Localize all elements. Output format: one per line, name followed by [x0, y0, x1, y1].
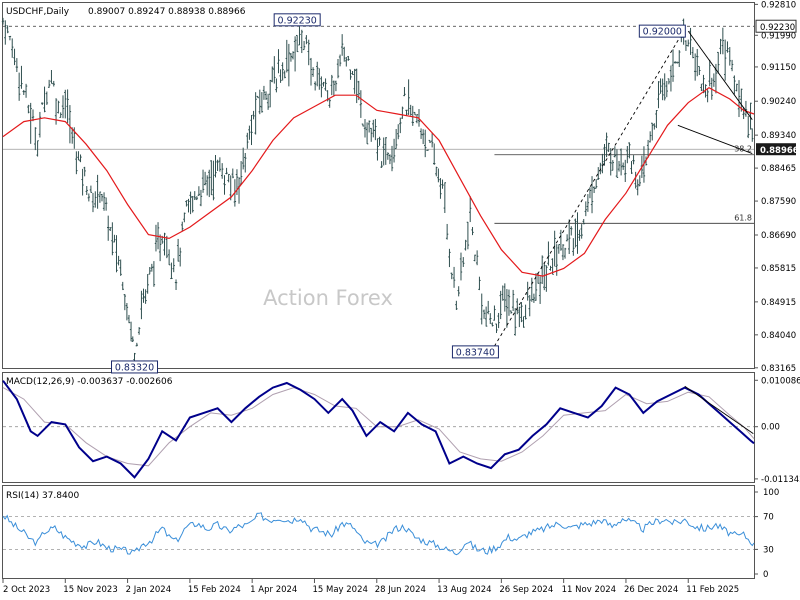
macd-trendline — [684, 385, 754, 434]
instrument-title: USDCHF,Daily — [6, 7, 70, 17]
rsi-tick-label: 70 — [763, 513, 774, 523]
rsi-label: RSI(14) 37.8400 — [6, 491, 79, 501]
x-tick-label: 2 Oct 2023 — [3, 585, 50, 595]
price-bars — [1, 17, 754, 368]
macd-tick-label: 0.00 — [761, 423, 780, 433]
price-tick-label: 0.87590 — [761, 197, 796, 207]
price-callout-label: 0.83320 — [115, 362, 154, 373]
series-layer — [1, 17, 755, 556]
wedge-lower-trendline — [677, 124, 753, 155]
fib-level-label: 38.2 — [734, 145, 752, 154]
price-callout-label: 0.92230 — [278, 15, 317, 26]
price-tick-label: 0.84915 — [761, 298, 796, 308]
x-tick-label: 13 Aug 2024 — [437, 585, 491, 595]
current-price-box — [756, 143, 796, 156]
rsi-tick-label: 100 — [763, 488, 779, 498]
price-tick-label: 0.83165 — [761, 364, 796, 374]
price-tick-label: 0.92810 — [761, 0, 796, 10]
rsi-tick-label: 30 — [763, 545, 774, 555]
price-tick-label: 0.90240 — [761, 97, 796, 107]
price-callout-box — [273, 13, 321, 27]
x-tick-label: 15 May 2024 — [312, 585, 367, 595]
resistance-price-box — [755, 19, 797, 33]
macd-tick-label: 0.010086 — [761, 376, 800, 386]
rising-trendline — [494, 34, 682, 347]
ohlc-header: 0.89007 0.89247 0.88938 0.88966 — [88, 7, 246, 17]
price-callout-box — [111, 360, 159, 374]
price-tick-label: 0.89340 — [761, 131, 796, 141]
x-tick-label: 11 Feb 2025 — [686, 585, 739, 595]
price-callout-label: 0.83740 — [456, 347, 495, 358]
fib-level-label: 61.8 — [734, 213, 752, 222]
price-tick-label: 0.88465 — [761, 164, 796, 174]
current-price-label: 0.88966 — [760, 146, 799, 156]
x-tick-label: 1 Apr 2024 — [250, 585, 297, 595]
labels-layer: 0.92810 0.91990 0.91150 0.90240 0.89340 0.884… — [3, 0, 800, 595]
price-callout-box — [451, 345, 499, 359]
wedge-upper-trendline — [687, 30, 753, 120]
price-tick-label: 0.91150 — [761, 63, 796, 73]
x-tick-label: 15 Feb 2024 — [188, 585, 241, 595]
x-tick-label: 26 Dec 2024 — [624, 585, 678, 595]
macd-pane-frame — [2, 372, 755, 483]
macd-label: MACD(12,26,9) -0.003637 -0.002606 — [6, 377, 173, 387]
macd-tick-label: -0.011342 — [761, 475, 800, 485]
moving-average-line — [2, 86, 755, 277]
price-callout-label: 0.92000 — [643, 27, 682, 38]
resistance-price-label: 0.92230 — [760, 23, 795, 33]
x-tick-label: 11 Nov 2024 — [562, 585, 616, 595]
price-callout-box — [638, 24, 686, 38]
rsi-pane-frame — [2, 485, 755, 579]
price-tick-label: 0.84040 — [761, 331, 796, 341]
rsi-tick-label: 0 — [763, 570, 768, 580]
x-tick-label: 2 Jan 2024 — [126, 585, 172, 595]
macd-main-line — [2, 380, 755, 479]
price-tick-label: 0.86690 — [761, 231, 796, 241]
x-tick-label: 15 Nov 2023 — [63, 585, 117, 595]
price-tick-label: 0.85815 — [761, 264, 796, 274]
x-tick-label: 26 Sep 2024 — [499, 585, 553, 595]
grid-layer — [2, 3, 758, 583]
x-tick-label: 28 Jun 2024 — [375, 585, 426, 595]
watermark: Action Forex — [263, 286, 393, 310]
rsi-line — [2, 512, 755, 556]
price-tick-label: 0.91990 — [761, 31, 796, 41]
